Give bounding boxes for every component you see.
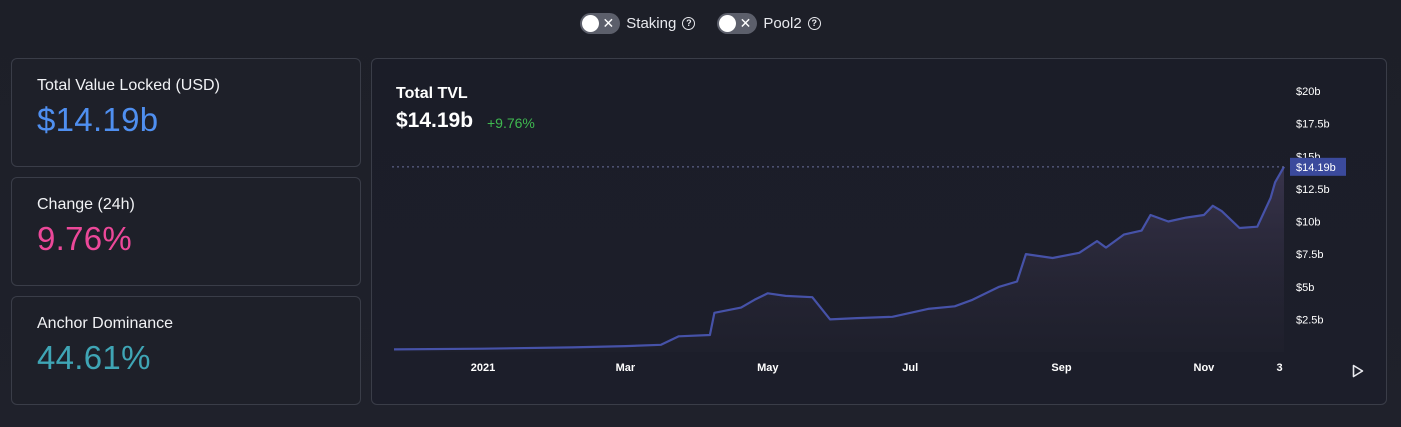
x-tick-label: 3 bbox=[1276, 362, 1282, 374]
x-icon: ✕ bbox=[739, 15, 752, 31]
dominance-label: Anchor Dominance bbox=[37, 315, 174, 332]
current-value-label: $14.19b bbox=[1296, 162, 1336, 174]
y-tick-label: $20b bbox=[1296, 86, 1320, 98]
toggle-bar: ✕ Staking ? ✕ Pool2 ? bbox=[0, 13, 1401, 34]
tvl-chart-panel: $2.5b $5b $7.5b $10b $12.5b $15b $17.5b $20b 20… bbox=[371, 58, 1387, 405]
help-icon[interactable]: ? bbox=[807, 17, 821, 30]
tvl-chart[interactable]: $2.5b$5b$7.5b$10b$12.5b$15b$17.5b$20b 20… bbox=[372, 59, 1387, 405]
tvl-area bbox=[394, 166, 1284, 352]
pool2-toggle[interactable]: ✕ bbox=[717, 13, 758, 34]
tvl-value: $14.19b bbox=[37, 101, 159, 138]
chart-title: Total TVL bbox=[396, 85, 468, 102]
change-card: Change (24h) 9.76% bbox=[11, 177, 361, 286]
x-icon: ✕ bbox=[602, 15, 615, 31]
dominance-card: Anchor Dominance 44.61% bbox=[11, 296, 361, 405]
chart-change: +9.76% bbox=[487, 115, 535, 131]
toggle-knob bbox=[719, 15, 737, 32]
toggle-knob bbox=[582, 15, 600, 32]
y-tick-label: $10b bbox=[1296, 217, 1320, 229]
tvl-label: Total Value Locked (USD) bbox=[37, 77, 220, 94]
x-tick-label: Sep bbox=[1051, 362, 1071, 374]
help-icon[interactable]: ? bbox=[682, 17, 696, 30]
y-tick-label: $12.5b bbox=[1296, 184, 1330, 196]
y-tick-label: $2.5b bbox=[1296, 314, 1324, 326]
staking-label: Staking bbox=[626, 15, 677, 32]
x-tick-label: Nov bbox=[1194, 362, 1216, 374]
y-tick-label: $17.5b bbox=[1296, 119, 1330, 131]
y-tick-label: $5b bbox=[1296, 282, 1314, 294]
x-tick-label: Mar bbox=[616, 362, 636, 374]
current-value-marker bbox=[1290, 157, 1346, 176]
change-value: 9.76% bbox=[37, 220, 133, 257]
dominance-value: 44.61% bbox=[37, 339, 151, 376]
x-tick-label: May bbox=[757, 362, 779, 374]
play-icon[interactable] bbox=[1352, 364, 1364, 378]
pool2-label: Pool2 bbox=[763, 15, 802, 32]
x-tick-label: 2021 bbox=[471, 362, 495, 374]
staking-toggle-group: ✕ Staking ? bbox=[580, 13, 696, 34]
chart-value: $14.19b bbox=[396, 109, 474, 132]
staking-toggle[interactable]: ✕ bbox=[580, 13, 621, 34]
pool2-toggle-group: ✕ Pool2 ? bbox=[717, 13, 821, 34]
tvl-line bbox=[393, 166, 1285, 351]
tvl-card: Total Value Locked (USD) $14.19b bbox=[11, 58, 361, 167]
x-tick-label: Jul bbox=[902, 362, 918, 374]
y-tick-label: $7.5b bbox=[1296, 249, 1324, 261]
change-label: Change (24h) bbox=[37, 196, 135, 213]
